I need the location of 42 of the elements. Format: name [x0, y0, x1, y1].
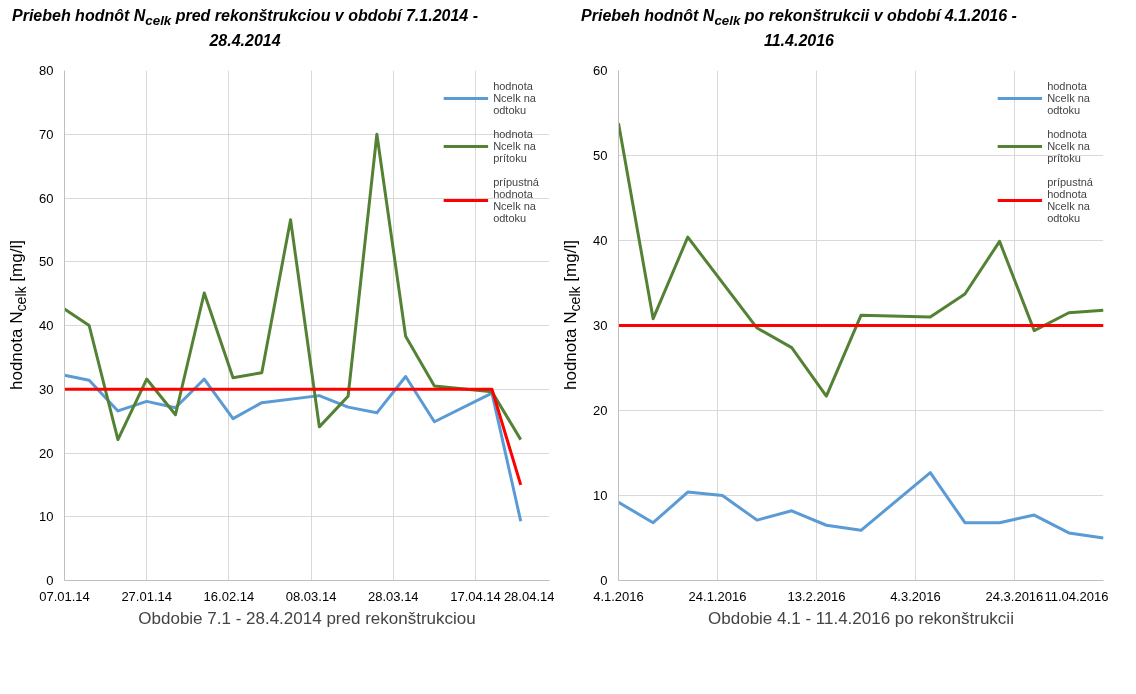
x-tick-label: 28.04.14	[503, 588, 555, 604]
y-tick-label: 40	[593, 233, 608, 248]
x-tick-label: 07.01.14	[39, 588, 90, 604]
y-tick-label: 0	[600, 573, 608, 588]
x-tick-label: 27.01.14	[121, 588, 173, 604]
x-tick-label: 17.04.14	[450, 588, 501, 604]
legend-label: prípustná hodnota Ncelk na odtoku	[1047, 176, 1093, 224]
y-tick-label: 10	[593, 488, 608, 503]
y-tick-label: 40	[39, 318, 54, 333]
chart-title: Priebeh hodnôt N$_{celk}$ pred rekonštrukciou v období 7.1.2014 - 28.4.2014	[11, 6, 479, 52]
y-tick-label: 50	[593, 148, 608, 163]
x-tick-label: 16.02.14	[203, 588, 255, 604]
chart-title: Priebeh hodnôt N$_{celk}$ po rekonštrukcii v období 4.1.2016 - 11.4.2016	[580, 6, 1018, 52]
line-series	[618, 471, 1104, 540]
x-tick-label: 4.1.2016	[593, 588, 644, 604]
y-tick-label: 20	[39, 445, 54, 461]
x-tick-label: 28.03.14	[368, 588, 419, 604]
line-series	[64, 373, 523, 523]
y-tick-label: 50	[39, 254, 54, 270]
y-tick-label: 70	[39, 126, 54, 142]
legend-label: hodnota Ncelk na prítoku	[493, 128, 536, 164]
y-tick-label: 60	[39, 190, 54, 206]
legend-label: hodnota Ncelk na odtoku	[493, 80, 536, 116]
x-tick-label: 24.3.2016	[985, 588, 1044, 604]
x-tick-label: 4.3.2016	[890, 588, 941, 604]
y-tick-label: 30	[39, 381, 54, 397]
x-tick-label: 11.04.2016	[1044, 588, 1109, 604]
legend-label: hodnota Ncelk na odtoku	[1047, 80, 1090, 116]
y-tick-label: 0	[46, 573, 54, 588]
y-tick-label: 30	[593, 318, 608, 333]
line-series	[618, 121, 1104, 398]
legend-label: prípustná hodnota Ncelk na odtoku	[493, 176, 539, 224]
y-tick-label: 20	[593, 403, 608, 418]
x-tick-label: 08.03.14	[285, 588, 337, 604]
x-tick-label: 13.2.2016	[787, 588, 846, 604]
legend-label: hodnota Ncelk na prítoku	[1047, 128, 1090, 164]
y-tick-label: 10	[39, 509, 54, 525]
y-tick-label: 60	[593, 63, 608, 78]
y-tick-label: 80	[39, 63, 54, 78]
x-axis-title: Obdobie 4.1 - 11.4.2016 po rekonštrukcii	[708, 608, 1014, 628]
x-axis-title: Obdobie 7.1 - 28.4.2014 pred rekonštrukciou	[138, 608, 476, 628]
x-tick-label: 24.1.2016	[688, 588, 747, 604]
